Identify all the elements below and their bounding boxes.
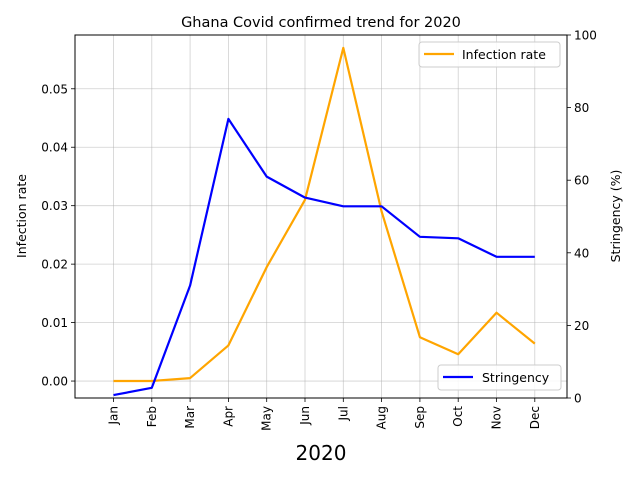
x-tick-label: Apr (221, 406, 235, 427)
x-tick-label: Dec (528, 406, 542, 429)
legend-stringency-label: Stringency (482, 370, 550, 385)
legend-stringency: Stringency (437, 364, 562, 391)
left-y-tick-label: 0.02 (41, 258, 68, 272)
left-y-tick-label: 0.05 (41, 82, 68, 96)
x-tick-label: Oct (451, 406, 465, 427)
x-axis-label: 2020 (296, 441, 347, 465)
legend-infection-rate-label: Infection rate (462, 47, 546, 62)
x-tick-label: Jun (298, 406, 312, 426)
chart-title: Ghana Covid confirmed trend for 2020 (181, 15, 461, 31)
x-tick-label: Aug (375, 406, 389, 429)
right-y-tick-label: 40 (574, 246, 589, 260)
right-y-tick-label: 100 (574, 29, 597, 43)
left-y-tick-label: 0.03 (41, 199, 68, 213)
x-tick-label: Nov (490, 406, 504, 429)
legend-infection-rate-box (418, 41, 561, 68)
right-y-axis-label: Stringency (%) (608, 170, 623, 263)
infection-rate-line (113, 46, 536, 383)
x-tick-label: Jan (107, 406, 121, 426)
left-y-tick-label: 0.00 (41, 375, 68, 389)
left-y-tick-label: 0.01 (41, 316, 68, 330)
stringency-line (113, 117, 535, 397)
x-tick-label: May (260, 406, 274, 431)
right-y-tick-label: 0 (574, 392, 582, 406)
right-y-tick-label: 60 (574, 174, 589, 188)
x-tick-label: Mar (183, 406, 197, 429)
legend-infection-rate: Infection rate (418, 41, 561, 68)
axes: Jan Feb Mar Apr May Jun Jul Aug Sep Oct Nov Dec 0.00… (41, 29, 597, 431)
x-tick-label: Sep (413, 406, 427, 429)
right-y-tick-label: 80 (574, 101, 589, 115)
legend-stringency-box (437, 364, 562, 391)
series-lines (113, 46, 536, 397)
left-y-tick-label: 0.04 (41, 141, 68, 155)
right-y-tick-label: 20 (574, 319, 589, 333)
plot-frame (74, 34, 568, 399)
left-y-axis-label: Infection rate (14, 174, 29, 258)
x-tick-label: Jul (336, 406, 350, 421)
x-tick-label: Feb (145, 406, 159, 427)
